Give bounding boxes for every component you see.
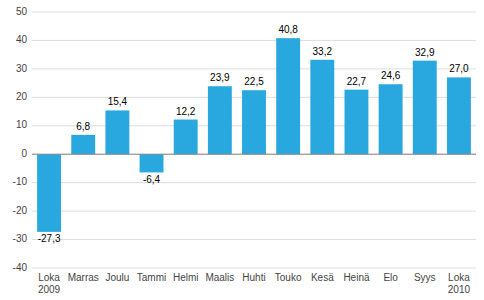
chart: -40 -30 -20 -10 0 10 20 30 40 50 -27,3 6,8 15,4 -6,4 1… [0, 0, 484, 300]
grid-line [32, 154, 476, 155]
bar [345, 90, 369, 155]
x-tick-label: Loka2010 [448, 272, 471, 295]
x-tick-label: Touko [275, 272, 302, 283]
grid-line [32, 239, 476, 240]
bar [71, 135, 95, 154]
grid-line [32, 68, 476, 69]
x-tick-label: Heinä [343, 272, 370, 283]
data-label: 33,2 [313, 46, 333, 57]
bar [413, 61, 437, 155]
x-tick-label: Maalis [205, 272, 234, 283]
data-label: 23,9 [210, 72, 230, 83]
data-label: 24,6 [381, 70, 401, 81]
chart-container: -40 -30 -20 -10 0 10 20 30 40 50 -27,3 6,8 15,4 -6,4 1… [0, 0, 484, 300]
y-tick-label: -20 [13, 205, 28, 216]
x-tick-label: Elo [383, 272, 398, 283]
data-label: 27,0 [449, 63, 469, 74]
bar [276, 38, 300, 154]
data-label: 40,8 [278, 24, 298, 35]
grid-line [32, 211, 476, 212]
x-tick-label: Kesä [311, 272, 334, 283]
bar [379, 84, 403, 154]
bar [174, 120, 198, 155]
bar [208, 86, 232, 154]
data-label: 6,8 [76, 121, 90, 132]
y-tick-label: 10 [16, 119, 28, 130]
y-tick-label: 50 [16, 6, 28, 17]
x-axis: Loka2009 Marras Joulu Tammi Helmi Maalis Huhti… [38, 272, 471, 295]
data-labels: -27,3 6,8 15,4 -6,4 12,2 23,9 22,5 40,8 33,2 22,7… [38, 24, 469, 244]
y-tick-label: 20 [16, 91, 28, 102]
x-tick-label: Joulu [105, 272, 129, 283]
data-label: -6,4 [143, 174, 161, 185]
x-tick-label: Helmi [173, 272, 199, 283]
x-tick-label: Syys [414, 272, 436, 283]
data-label: -27,3 [38, 233, 61, 244]
bar [447, 77, 471, 154]
y-tick-label: -30 [13, 233, 28, 244]
data-label: 22,7 [347, 76, 367, 87]
y-axis: -40 -30 -20 -10 0 10 20 30 40 50 [13, 6, 28, 273]
data-label: 12,2 [176, 106, 196, 117]
data-label: 15,4 [108, 96, 128, 107]
y-tick-label: -40 [13, 262, 28, 273]
x-tick-label: Tammi [137, 272, 166, 283]
bar [242, 90, 266, 154]
bar [310, 60, 334, 154]
y-tick-label: 30 [16, 63, 28, 74]
y-tick-label: -10 [13, 176, 28, 187]
grid [32, 12, 476, 268]
grid-line [32, 268, 476, 269]
x-tick-label: Loka2009 [38, 272, 61, 295]
grid-line [32, 182, 476, 183]
bar [105, 110, 129, 154]
data-label: 22,5 [244, 76, 264, 87]
grid-line [32, 40, 476, 41]
y-tick-label: 0 [21, 148, 27, 159]
bars [37, 38, 471, 232]
y-tick-label: 40 [16, 34, 28, 45]
bar [37, 154, 61, 232]
grid-line [32, 12, 476, 13]
data-label: 32,9 [415, 47, 435, 58]
x-tick-label: Marras [68, 272, 99, 283]
bar [140, 154, 164, 172]
x-tick-label: Huhti [242, 272, 265, 283]
zero-line [32, 154, 476, 155]
